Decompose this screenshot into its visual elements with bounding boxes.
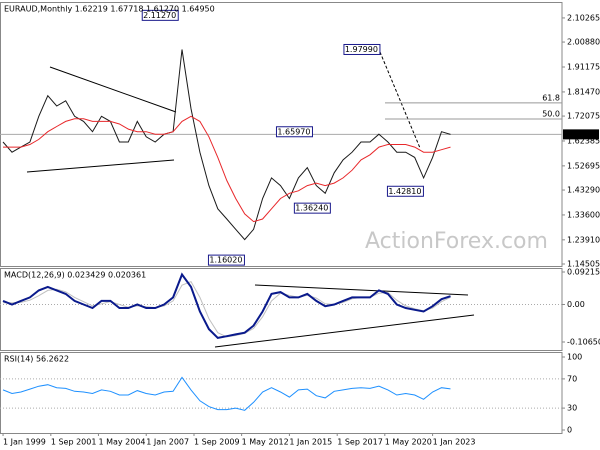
series-line xyxy=(3,115,451,223)
x-tick-label: 1 May 2012 xyxy=(242,438,289,447)
y-tick-label: 70 xyxy=(567,374,577,383)
panel-frame xyxy=(0,352,563,434)
panel-title: RSI(14) 56.2622 xyxy=(4,355,69,364)
x-tick-label: 1 Jan 2023 xyxy=(433,438,476,447)
trendline xyxy=(254,284,469,296)
y-tick-label: 2.10265 xyxy=(567,13,600,22)
y-tick-label: 100 xyxy=(567,353,582,362)
y-tick-label: -0.106503 xyxy=(567,338,600,347)
y-tick-label: 1.72075 xyxy=(567,112,600,121)
trendline xyxy=(49,66,177,113)
series-line xyxy=(2,376,451,411)
series-line xyxy=(2,49,451,241)
x-tick-label: 1 Jan 2007 xyxy=(146,438,189,447)
y-tick-label: 2.00880 xyxy=(567,38,600,47)
panel-title: EURAUD,Monthly 1.62219 1.67718 1.61270 1… xyxy=(4,5,215,14)
x-tick-label: 1 Sep 2001 xyxy=(51,438,97,447)
y-tick-label: 0.00 xyxy=(567,300,585,309)
x-tick-label: 1 May 2020 xyxy=(385,438,432,447)
y-tick-label: 1.81470 xyxy=(567,87,600,96)
annotation-label: 1.97990 xyxy=(345,45,378,54)
y-tick-label: 0.092158 xyxy=(567,268,600,277)
last-price-box xyxy=(563,129,599,140)
trendlines xyxy=(26,51,475,348)
annotation-label: 1.36240 xyxy=(295,204,328,213)
y-tick-label: 1.43290 xyxy=(567,186,600,195)
panel-title: MACD(12,26,9) 0.023429 0.020361 xyxy=(4,271,146,280)
y-tick-label: 1.14505 xyxy=(567,260,600,269)
trendline xyxy=(26,159,175,173)
x-tick-label: 1 Jan 2015 xyxy=(289,438,332,447)
x-tick-label: 1 Sep 2017 xyxy=(337,438,383,447)
y-tick-label: 30 xyxy=(567,404,577,413)
annotation-box xyxy=(293,202,331,214)
x-tick-label: 1 May 2004 xyxy=(98,438,145,447)
annotation-label: 1.42810 xyxy=(388,187,421,196)
y-tick-label: 0 xyxy=(567,426,572,435)
trendline xyxy=(379,51,421,149)
x-tick-label: 1 Jan 1999 xyxy=(3,438,46,447)
annotation-label: 1.65970 xyxy=(277,127,310,136)
annotation-box xyxy=(207,254,245,266)
y-tick-label: 1.23910 xyxy=(567,235,600,244)
y-tick-label: 1.52695 xyxy=(567,161,600,170)
fib-label: 61.8 xyxy=(542,93,560,102)
annotation-box xyxy=(275,126,313,138)
x-tick-label: 1 Sep 2009 xyxy=(194,438,240,447)
last-price-label: 1.64950 xyxy=(565,130,598,139)
trendline xyxy=(214,314,475,348)
annotation-label: 1.16020 xyxy=(209,256,242,265)
annotation-box xyxy=(386,185,424,197)
annotation-label: 2.11270 xyxy=(143,11,176,20)
annotation-box xyxy=(343,43,381,55)
watermark: ActionForex.com xyxy=(365,229,548,254)
fib-label: 50.0 xyxy=(542,109,560,118)
panel-frame xyxy=(0,268,563,351)
y-tick-label: 1.33600 xyxy=(567,210,600,219)
y-tick-label: 1.62385 xyxy=(567,136,600,145)
y-tick-label: 1.91175 xyxy=(567,62,600,71)
annotation-box xyxy=(141,9,179,21)
series-line xyxy=(2,272,451,339)
